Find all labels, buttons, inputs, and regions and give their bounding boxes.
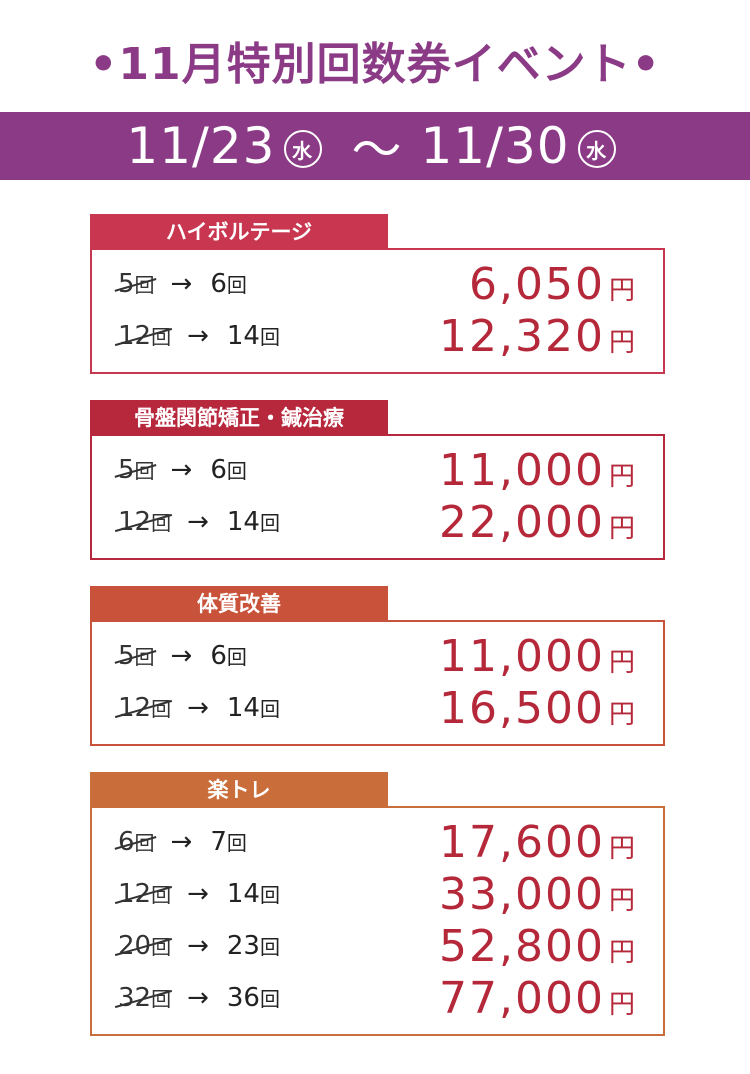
price-row: 20回 → 23回 52,800 円 bbox=[118, 920, 635, 972]
price-box: 5回 → 6回 11,000 円 12回 → 14回 22,000 円 bbox=[90, 434, 665, 560]
new-count: 14回 bbox=[226, 321, 280, 351]
price: 11,000 円 bbox=[439, 444, 635, 496]
old-count: 5回 bbox=[118, 455, 155, 485]
price-row: 12回 → 14回 12,320 円 bbox=[118, 310, 635, 362]
old-count: 5回 bbox=[118, 269, 155, 299]
new-count: 14回 bbox=[226, 693, 280, 723]
arrow-icon: → bbox=[187, 879, 209, 909]
price: 52,800 円 bbox=[439, 920, 635, 972]
price: 12,320 円 bbox=[439, 310, 635, 362]
price: 6,050 円 bbox=[469, 258, 635, 310]
section-pelvis-acupuncture: 骨盤関節矯正・鍼治療 5回 → 6回 11,000 円 12回 → 14回 22,000 円 bbox=[90, 400, 665, 560]
old-count: 6回 bbox=[118, 827, 155, 857]
section-tab: 楽トレ bbox=[90, 772, 388, 806]
arrow-icon: → bbox=[187, 507, 209, 537]
price: 77,000 円 bbox=[439, 972, 635, 1024]
new-count: 36回 bbox=[226, 983, 280, 1013]
old-count: 20回 bbox=[118, 931, 172, 961]
price-row: 5回 → 6回 11,000 円 bbox=[118, 444, 635, 496]
start-day-badge: 水 bbox=[283, 130, 322, 168]
arrow-icon: → bbox=[187, 693, 209, 723]
section-high-voltage: ハイボルテージ 5回 → 6回 6,050 円 12回 → 14回 12,320 円 bbox=[90, 214, 665, 374]
page-title: •11月特別回数券イベント• bbox=[89, 39, 661, 90]
end-day-badge: 水 bbox=[577, 130, 616, 168]
price: 22,000 円 bbox=[439, 496, 635, 548]
old-count: 12回 bbox=[118, 693, 172, 723]
new-count: 14回 bbox=[226, 879, 280, 909]
new-count: 6回 bbox=[210, 455, 247, 485]
price-box: 6回 → 7回 17,600 円 12回 → 14回 33,000 円 20回 → 23回 52… bbox=[90, 806, 665, 1036]
arrow-icon: → bbox=[170, 827, 193, 857]
old-count: 12回 bbox=[118, 507, 172, 537]
arrow-icon: → bbox=[170, 641, 193, 671]
date-banner: 11/23 水 ～ 11/30 水 bbox=[0, 112, 750, 180]
price-row: 6回 → 7回 17,600 円 bbox=[118, 816, 635, 868]
arrow-icon: → bbox=[187, 321, 209, 351]
price-box: 5回 → 6回 11,000 円 12回 → 14回 16,500 円 bbox=[90, 620, 665, 746]
old-count: 32回 bbox=[118, 983, 172, 1013]
section-tab: 体質改善 bbox=[90, 586, 388, 620]
end-date: 11/30 bbox=[420, 117, 570, 175]
price: 17,600 円 bbox=[439, 816, 635, 868]
new-count: 6回 bbox=[210, 641, 247, 671]
section-tab: 骨盤関節矯正・鍼治療 bbox=[90, 400, 388, 434]
price: 16,500 円 bbox=[439, 682, 635, 734]
arrow-icon: → bbox=[170, 269, 193, 299]
arrow-icon: → bbox=[187, 983, 209, 1013]
new-count: 23回 bbox=[226, 931, 280, 961]
arrow-icon: → bbox=[170, 455, 193, 485]
price-row: 12回 → 14回 22,000 円 bbox=[118, 496, 635, 548]
price-row: 12回 → 14回 16,500 円 bbox=[118, 682, 635, 734]
old-count: 12回 bbox=[118, 321, 172, 351]
old-count: 12回 bbox=[118, 879, 172, 909]
price-row: 5回 → 6回 6,050 円 bbox=[118, 258, 635, 310]
section-tab: ハイボルテージ bbox=[90, 214, 388, 248]
price: 11,000 円 bbox=[439, 630, 635, 682]
price-box: 5回 → 6回 6,050 円 12回 → 14回 12,320 円 bbox=[90, 248, 665, 374]
price-row: 12回 → 14回 33,000 円 bbox=[118, 868, 635, 920]
price-row: 32回 → 36回 77,000 円 bbox=[118, 972, 635, 1024]
price-row: 5回 → 6回 11,000 円 bbox=[118, 630, 635, 682]
new-count: 14回 bbox=[226, 507, 280, 537]
start-date: 11/23 bbox=[126, 117, 276, 175]
new-count: 7回 bbox=[210, 827, 247, 857]
new-count: 6回 bbox=[210, 269, 247, 299]
date-separator: ～ bbox=[351, 121, 403, 179]
arrow-icon: → bbox=[187, 931, 209, 961]
price: 33,000 円 bbox=[439, 868, 635, 920]
old-count: 5回 bbox=[118, 641, 155, 671]
section-constitution: 体質改善 5回 → 6回 11,000 円 12回 → 14回 16,500 円 bbox=[90, 586, 665, 746]
section-rakutore: 楽トレ 6回 → 7回 17,600 円 12回 → 14回 33,000 円 20回 → 23… bbox=[90, 772, 665, 1036]
